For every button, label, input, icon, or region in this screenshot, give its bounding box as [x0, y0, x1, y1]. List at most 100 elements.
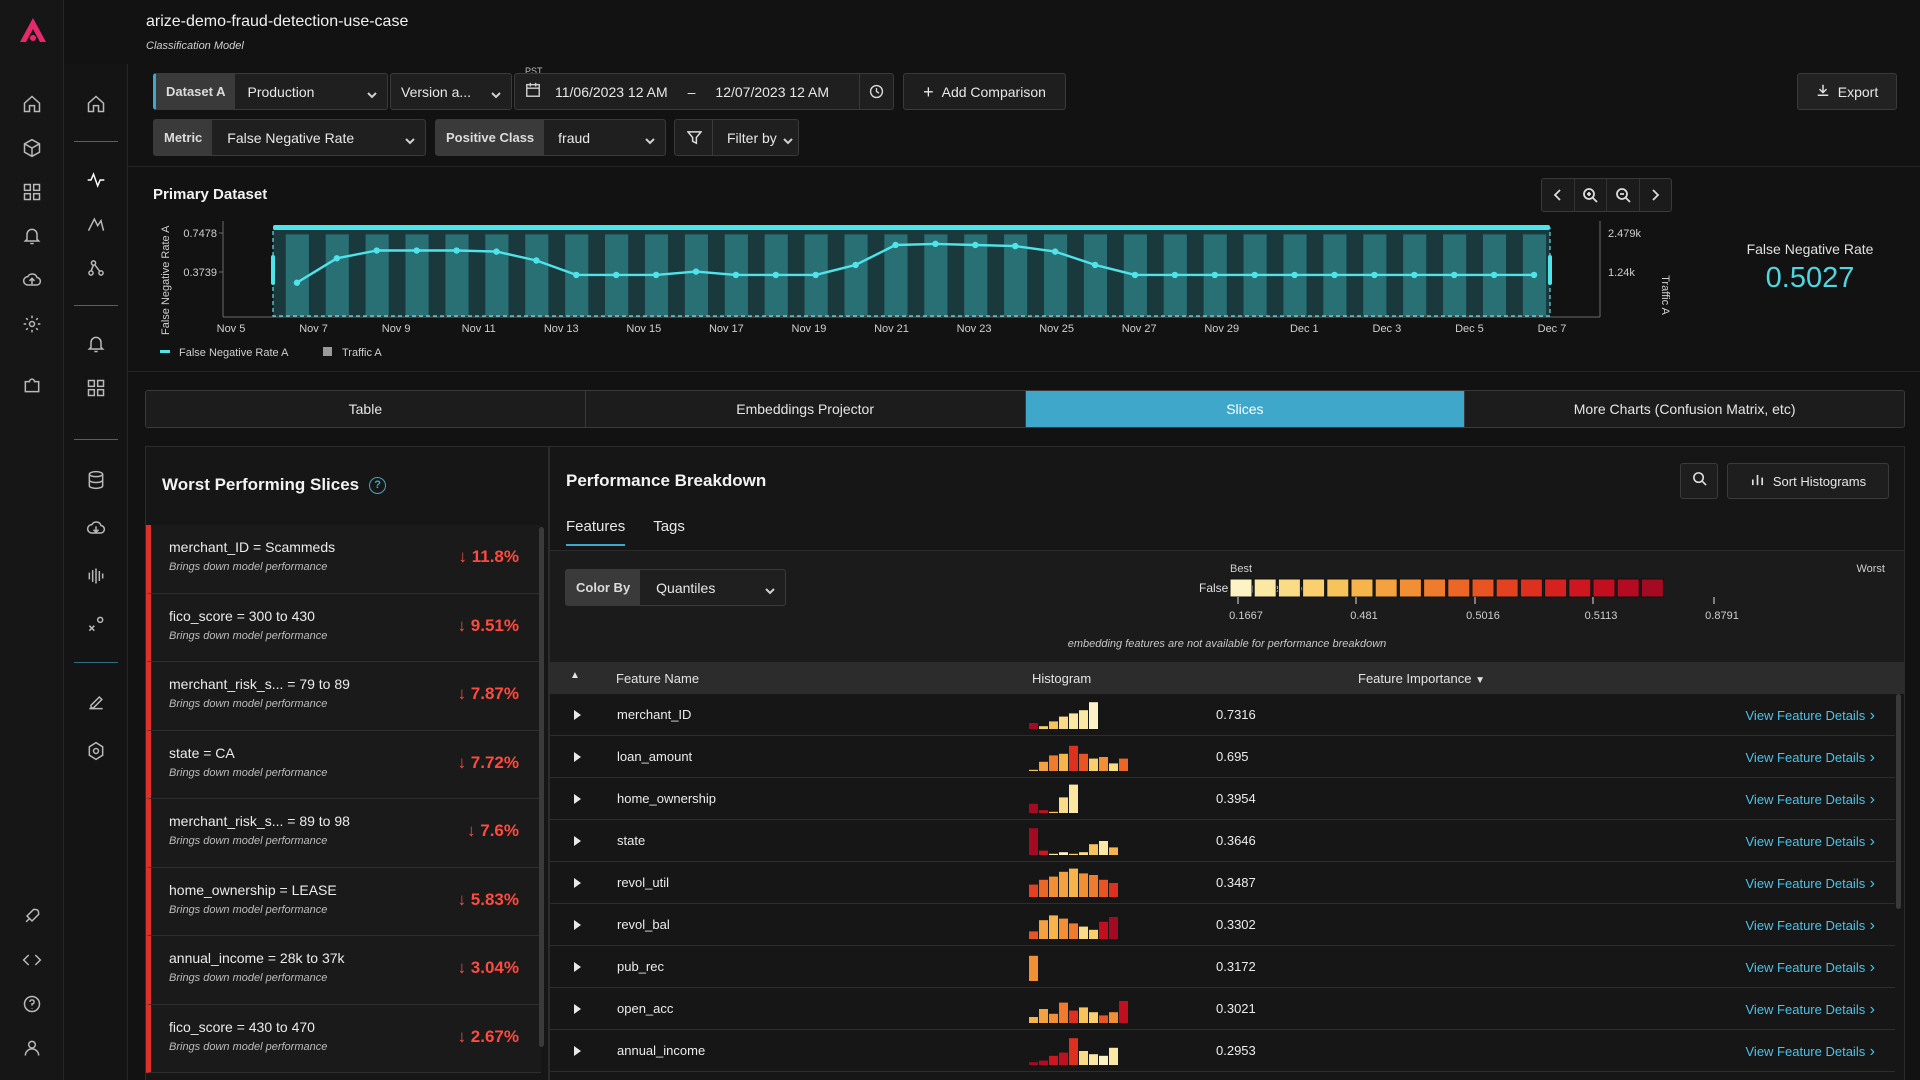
tab-tags[interactable]: Tags	[653, 518, 685, 535]
view-feature-details-link[interactable]: View Feature Details ›	[1746, 917, 1876, 935]
puzzle-icon[interactable]	[21, 374, 43, 396]
monitors-bell-icon[interactable]	[85, 333, 107, 355]
tab-features[interactable]: Features	[566, 518, 626, 546]
zoom-in-icon[interactable]	[1575, 179, 1607, 211]
slice-name: home_ownership = LEASE	[169, 881, 337, 898]
start-date[interactable]: 11/06/2023 12 AM	[555, 83, 668, 100]
histogram-bar	[1059, 1002, 1068, 1023]
chevron-right-icon[interactable]	[1640, 179, 1672, 211]
view-feature-details-link[interactable]: View Feature Details ›	[1746, 1043, 1876, 1061]
expand-caret-icon[interactable]	[574, 920, 581, 930]
add-comparison-button[interactable]: + Add Comparison	[903, 73, 1066, 110]
tab-table[interactable]: Table	[146, 391, 586, 427]
expand-caret-icon[interactable]	[574, 752, 581, 762]
y-axis-right-label: Traffic A	[1659, 275, 1671, 315]
model-title[interactable]: arize-demo-fraud-detection-use-case	[146, 13, 409, 30]
home-icon[interactable]	[21, 93, 43, 115]
view-feature-details-link[interactable]: View Feature Details ›	[1746, 1001, 1876, 1019]
feature-row[interactable]: revol_util 0.3487 View Feature Details ›	[550, 862, 1895, 904]
chevron-left-icon[interactable]	[1542, 179, 1575, 211]
view-feature-details-link[interactable]: View Feature Details ›	[1746, 749, 1876, 767]
model-home-icon[interactable]	[85, 93, 107, 115]
retrain-icon[interactable]	[85, 613, 107, 635]
tab-embeddings-projector[interactable]: Embeddings Projector	[585, 391, 1026, 427]
dataset-select[interactable]: Dataset A Production	[153, 73, 388, 110]
slice-impact-value: ↓ 3.04%	[457, 958, 519, 977]
feature-row[interactable]: open_acc 0.3021 View Feature Details ›	[550, 988, 1895, 1030]
slice-item[interactable]: home_ownership = LEASE Brings down model …	[146, 867, 541, 936]
expand-caret-icon[interactable]	[574, 962, 581, 972]
x-tick-label: Nov 17	[709, 323, 744, 335]
slice-item[interactable]: state = CA Brings down model performance ↓…	[146, 730, 541, 799]
feature-row[interactable]: state 0.3646 View Feature Details ›	[550, 820, 1895, 862]
zoom-out-icon[interactable]	[1607, 179, 1640, 211]
slice-item[interactable]: fico_score = 430 to 470 Brings down model…	[146, 1004, 541, 1073]
model-settings-icon[interactable]	[85, 740, 107, 762]
fnr-line	[296, 242, 1534, 284]
help-circle-icon[interactable]: ?	[369, 476, 387, 494]
view-feature-details-link[interactable]: View Feature Details ›	[1746, 833, 1876, 851]
refresh-clock-icon[interactable]	[859, 74, 893, 109]
cloud-upload-icon[interactable]	[21, 269, 43, 291]
expand-caret-icon[interactable]	[574, 878, 581, 888]
tab-slices[interactable]: Slices	[1025, 391, 1466, 427]
version-select[interactable]: Version a...	[390, 73, 512, 110]
dashboard-grid-icon[interactable]	[85, 377, 107, 399]
grid-icon[interactable]	[21, 181, 43, 203]
date-range-picker[interactable]: 11/06/2023 12 AM – 12/07/2023 12 AM	[514, 73, 894, 110]
expand-caret-icon[interactable]	[574, 1004, 581, 1014]
code-icon[interactable]	[21, 949, 43, 971]
help-icon[interactable]	[21, 993, 43, 1015]
tab-more-charts[interactable]: More Charts (Confusion Matrix, etc)	[1465, 391, 1904, 427]
feature-row[interactable]: pub_rec 0.3172 View Feature Details ›	[550, 946, 1895, 988]
view-feature-details-link[interactable]: View Feature Details ›	[1746, 875, 1876, 893]
slice-item[interactable]: fico_score = 300 to 430 Brings down model…	[146, 593, 541, 662]
color-by-select[interactable]: Color By Quantiles	[565, 569, 786, 606]
feature-row[interactable]: merchant_ID 0.7316 View Feature Details ›	[550, 694, 1895, 736]
slice-item[interactable]: annual_income = 28k to 37k Brings down mo…	[146, 936, 541, 1005]
slice-item[interactable]: merchant_ID = Scammeds Brings down model …	[146, 525, 541, 594]
view-feature-details-link[interactable]: View Feature Details ›	[1746, 959, 1876, 977]
col-feature-name[interactable]: Feature Name	[616, 671, 700, 686]
filter-button[interactable]: Filter by	[674, 119, 799, 156]
database-icon[interactable]	[85, 469, 107, 491]
sort-up-icon[interactable]: ▲	[570, 670, 580, 681]
cube-icon[interactable]	[21, 137, 43, 159]
feature-row[interactable]: loan_amount 0.695 View Feature Details ›	[550, 736, 1895, 778]
col-feature-importance[interactable]: Feature Importance ▼	[1358, 671, 1485, 686]
explainability-icon[interactable]	[85, 257, 107, 279]
fnr-point	[892, 241, 899, 249]
expand-caret-icon[interactable]	[574, 794, 581, 804]
feature-row[interactable]: home_ownership 0.3954 View Feature Details…	[550, 778, 1895, 820]
cloud-download-icon[interactable]	[85, 517, 107, 539]
end-date[interactable]: 12/07/2023 12 AM	[715, 83, 830, 100]
slice-item[interactable]: merchant_risk_s... = 89 to 98 Brings down…	[146, 799, 541, 868]
feature-row[interactable]: revol_bal 0.3302 View Feature Details ›	[550, 904, 1895, 946]
slice-list: merchant_ID = Scammeds Brings down model …	[146, 525, 541, 1073]
settings-gear-icon[interactable]	[21, 313, 43, 335]
feature-row[interactable]: annual_income 0.2953 View Feature Details …	[550, 1030, 1895, 1072]
alert-bell-icon[interactable]	[21, 225, 43, 247]
performance-pulse-icon[interactable]	[85, 169, 107, 191]
rocket-icon[interactable]	[21, 905, 43, 927]
slice-item[interactable]: merchant_risk_s... = 79 to 89 Brings down…	[146, 662, 541, 731]
drift-icon[interactable]	[85, 213, 107, 235]
edit-pencil-icon[interactable]	[85, 691, 107, 713]
view-feature-details-link[interactable]: View Feature Details ›	[1746, 707, 1876, 725]
user-icon[interactable]	[21, 1037, 43, 1059]
sort-histograms-button[interactable]: Sort Histograms	[1727, 463, 1889, 499]
feature-table-scrollbar[interactable]	[1896, 694, 1901, 909]
expand-caret-icon[interactable]	[574, 1046, 581, 1056]
histogram-bar	[1089, 1012, 1098, 1023]
arize-logo[interactable]	[16, 14, 50, 48]
expand-caret-icon[interactable]	[574, 710, 581, 720]
performance-time-series-chart[interactable]: False Negative Rate A Traffic A 0.7478 0.37…	[153, 205, 1683, 365]
expand-caret-icon[interactable]	[574, 836, 581, 846]
export-button[interactable]: Export	[1797, 73, 1897, 110]
view-feature-details-link[interactable]: View Feature Details ›	[1746, 791, 1876, 809]
positive-class-select[interactable]: Positive Class fraud	[435, 119, 666, 156]
search-button[interactable]	[1680, 463, 1718, 499]
metric-select[interactable]: Metric False Negative Rate	[153, 119, 426, 156]
embeddings-icon[interactable]	[85, 565, 107, 587]
slices-scrollbar[interactable]	[539, 527, 544, 1047]
